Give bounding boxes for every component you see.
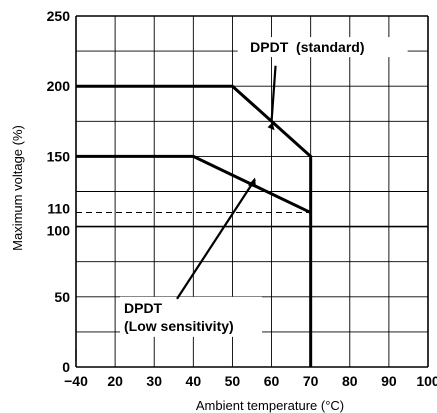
x-tick-label: 80 [342,373,358,389]
y-tick-label: 50 [54,289,70,305]
y-tick-label: 200 [47,78,71,94]
x-tick-label: 90 [381,373,397,389]
annotation-arrow [176,178,256,300]
x-axis-label: Ambient temperature (°C) [196,398,344,413]
y-tick-label: 100 [47,223,71,239]
x-tick-label: 40 [186,373,202,389]
annotation-bg [237,37,408,58]
annotation-arrowhead [248,177,256,188]
x-tick-label: 20 [107,373,123,389]
y-tick-labels: 0 50 100 110 150 200 250 [47,8,71,375]
annotation-low-sensitivity-line2: (Low sensitivity) [124,318,234,334]
y-tick-label: 0 [62,359,70,375]
y-tick-label: 250 [47,8,71,24]
annotation-standard: DPDT (standard) [250,39,364,55]
x-tick-labels: −40 20 30 40 50 60 70 80 90 100 [64,373,437,389]
x-tick-label: 70 [303,373,319,389]
annotation-bg [120,296,262,337]
annotations: DPDT (standard) DPDT (Low sensitivity) [120,37,408,337]
y-axis-label: Maximum voltage (%) [10,125,25,251]
x-tick-label: 60 [264,373,280,389]
x-tick-label: 30 [146,373,162,389]
y-tick-label: 110 [47,201,70,217]
x-tick-label: 50 [225,373,241,389]
y-tick-label: 150 [47,148,71,164]
annotation-arrow [270,65,277,122]
x-tick-label: 100 [416,373,437,389]
annotation-low-sensitivity: DPDT [124,300,163,316]
annotation-arrowhead [267,122,275,131]
x-tick-label: −40 [64,373,88,389]
